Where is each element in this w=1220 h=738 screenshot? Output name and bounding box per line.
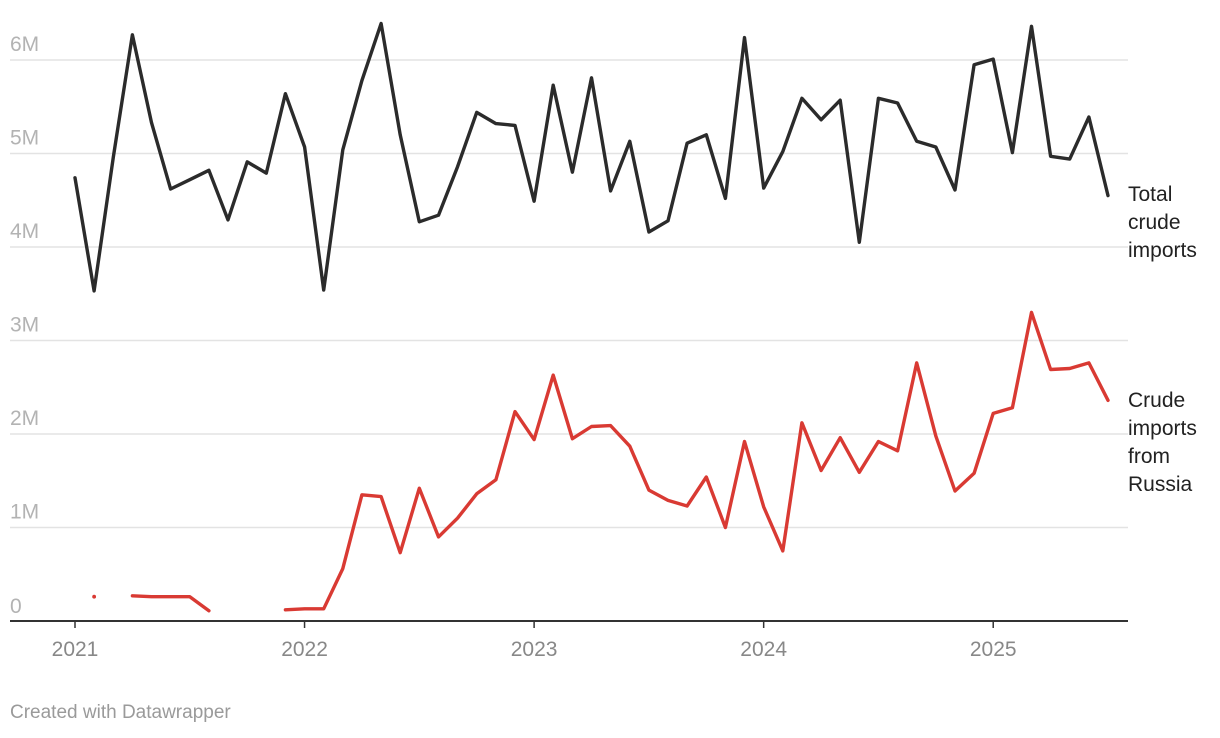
y-tick-label: 5M <box>10 127 39 150</box>
y-tick-label: 0 <box>10 595 22 618</box>
x-tick-label: 2024 <box>740 638 787 661</box>
y-tick-label: 3M <box>10 314 39 337</box>
x-tick-label: 2021 <box>52 638 99 661</box>
y-axis-ticks: 0 1M 2M 3M 4M 5M 6M <box>10 33 39 618</box>
datawrapper-credit: Created with Datawrapper <box>10 702 231 723</box>
y-tick-label: 2M <box>10 407 39 430</box>
y-tick-label: 1M <box>10 501 39 524</box>
series-point <box>92 594 97 599</box>
series-russia <box>92 310 1110 613</box>
x-tick-label: 2025 <box>970 638 1017 661</box>
series-label-total: Total crude imports <box>1128 183 1197 262</box>
grid-lines <box>10 59 1128 529</box>
x-tick-label: 2022 <box>281 638 328 661</box>
y-tick-label: 4M <box>10 220 39 243</box>
series-line-segment <box>73 21 1110 293</box>
series-line-segment <box>130 594 211 613</box>
x-axis-ticks: 2021 2022 2023 2024 2025 <box>52 621 1017 661</box>
x-tick-label: 2023 <box>511 638 558 661</box>
series-labels: Total crude imports Crude imports from Russia <box>1128 183 1197 496</box>
line-chart: 0 1M 2M 3M 4M 5M 6M 2021 2022 2023 2024 2025 Total… <box>10 21 1197 661</box>
series-line-segment <box>283 310 1110 612</box>
series-total <box>73 21 1110 293</box>
series-lines <box>73 21 1110 613</box>
series-label-russia: Crude imports from Russia <box>1128 389 1197 496</box>
y-tick-label: 6M <box>10 33 39 56</box>
